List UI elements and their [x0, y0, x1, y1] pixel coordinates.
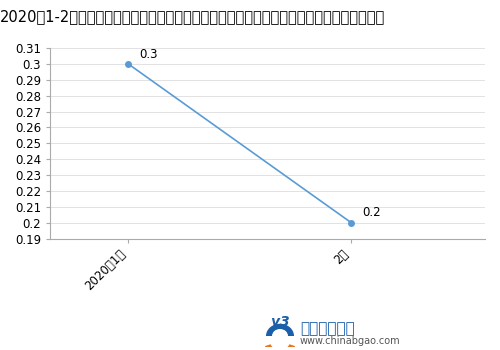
Text: www.chinabgao.com: www.chinabgao.com	[300, 336, 400, 346]
Text: 0.2: 0.2	[362, 206, 381, 219]
Text: 中国报告大厅: 中国报告大厅	[300, 321, 355, 336]
Wedge shape	[265, 344, 295, 350]
Text: 0.3: 0.3	[140, 48, 158, 61]
Text: y3: y3	[270, 315, 289, 329]
Wedge shape	[266, 324, 294, 336]
Text: 2020年1-2月泵、阀门、压缩机及类似机械制造工业生产者出厂价格指数同比涨跌幅统计分析: 2020年1-2月泵、阀门、压缩机及类似机械制造工业生产者出厂价格指数同比涨跌幅…	[0, 9, 385, 24]
